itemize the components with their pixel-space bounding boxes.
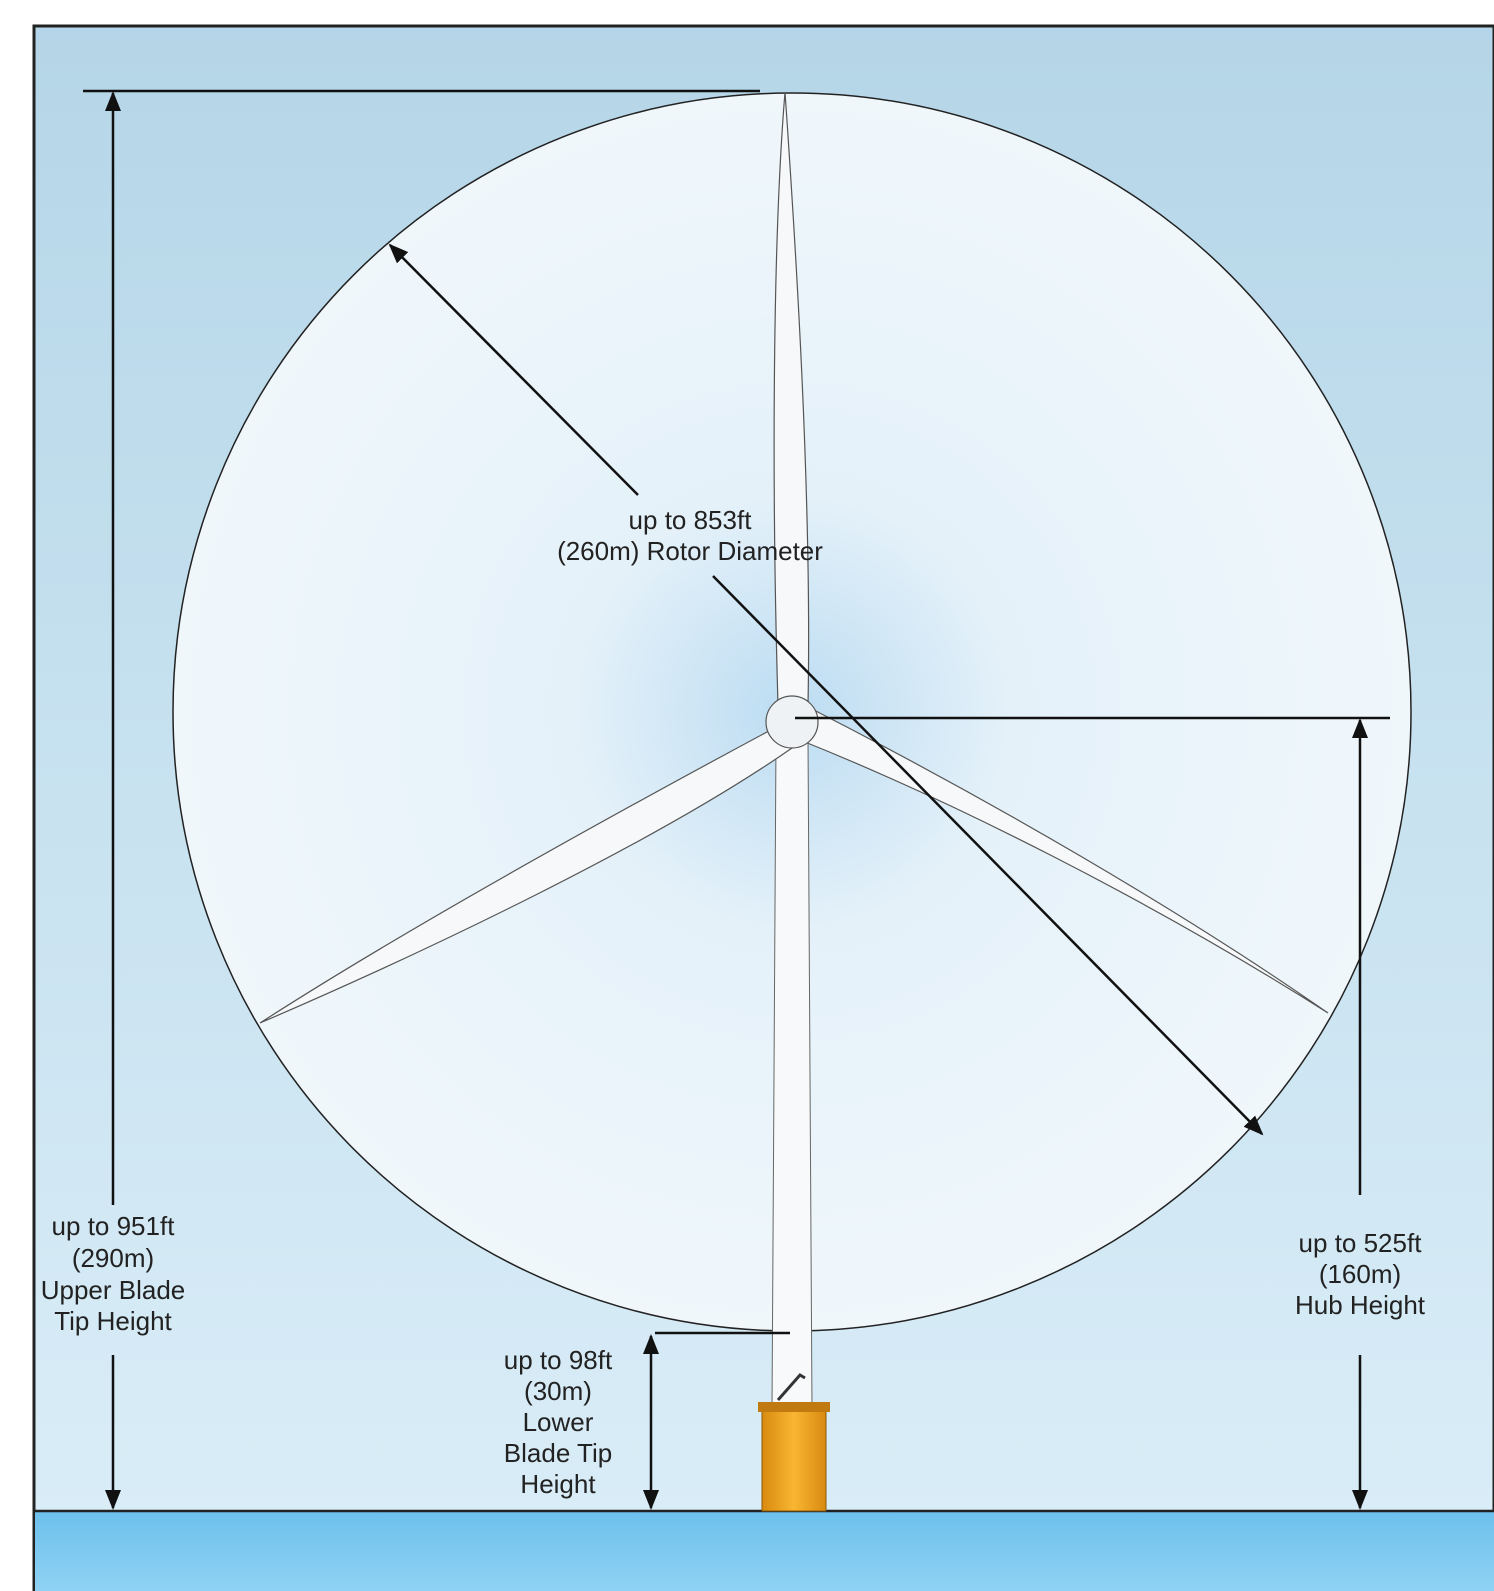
- label-line: up to 853ft: [629, 505, 753, 535]
- label-line: (160m): [1319, 1259, 1401, 1289]
- label-line: (290m): [72, 1243, 154, 1273]
- hub-height-label: up to 525ft (160m) Hub Height: [1295, 1228, 1426, 1320]
- blades: [259, 91, 1329, 1024]
- dimension-lines: [83, 89, 1390, 1510]
- rotor-diameter-label: up to 853ft (260m) Rotor Diameter: [557, 505, 823, 566]
- label-line: Blade Tip: [504, 1438, 612, 1468]
- label-line: up to 525ft: [1299, 1228, 1423, 1258]
- upper-tip-height-label: up to 951ft (290m) Upper Blade Tip Heigh…: [41, 1211, 186, 1336]
- label-line: Lower: [523, 1407, 594, 1437]
- label-line: up to 98ft: [504, 1345, 613, 1375]
- label-line: up to 951ft: [52, 1211, 176, 1241]
- label-line: Hub Height: [1295, 1290, 1426, 1320]
- label-line: Upper Blade: [41, 1275, 186, 1305]
- label-line: Height: [520, 1469, 596, 1499]
- lower-tip-height-label: up to 98ft (30m) Lower Blade Tip Height: [504, 1345, 613, 1499]
- label-line: (30m): [524, 1376, 592, 1406]
- sea: [35, 1511, 1494, 1591]
- label-line: (260m) Rotor Diameter: [557, 536, 823, 566]
- label-line: Tip Height: [54, 1306, 172, 1336]
